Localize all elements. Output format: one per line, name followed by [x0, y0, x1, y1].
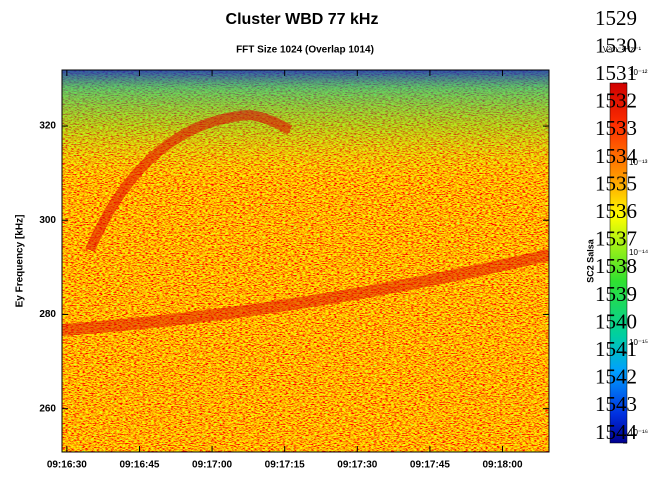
- x-tick-label: 09:17:15: [265, 460, 305, 471]
- y-tick-label: 300: [39, 215, 56, 226]
- overlay-number: 1530: [595, 33, 637, 57]
- x-tick-label: 09:17:45: [410, 460, 450, 471]
- x-tick-label: 09:18:00: [483, 460, 523, 471]
- overlay-number: 1540: [595, 309, 637, 333]
- overlay-number: 1531: [595, 61, 637, 85]
- y-tick-label: 260: [39, 403, 56, 414]
- colorbar-tick-label: 10⁻¹³: [629, 158, 648, 167]
- y-tick-label: 320: [39, 121, 56, 132]
- colorbar-tick-label: 10⁻¹²: [629, 68, 648, 77]
- plot-frame: [61, 69, 550, 453]
- colorbar-unit: V²m⁻²Hz⁻¹: [603, 45, 642, 54]
- y-tick-label: 280: [39, 309, 56, 320]
- overlay-number: 1544: [595, 420, 638, 444]
- overlay-number: 1537: [595, 227, 637, 251]
- overlay-number: 1536: [595, 199, 637, 223]
- overlay-number: 1539: [595, 282, 637, 306]
- overlay-number: 1542: [595, 365, 637, 389]
- colorbar-tick-label: 10⁻¹⁶: [629, 428, 648, 437]
- overlay-number: 1534: [595, 144, 638, 168]
- colorbar-tick-label: 10⁻¹⁴: [629, 248, 649, 257]
- overlay-number: 1533: [595, 116, 637, 140]
- x-tick-label: 09:17:30: [337, 460, 377, 471]
- overlay-number: 1529: [595, 6, 637, 30]
- overlay-number: 1538: [595, 254, 637, 278]
- x-tick-label: 09:16:30: [47, 460, 87, 471]
- x-tick-label: 09:17:00: [192, 460, 232, 471]
- x-tick-label: 09:16:45: [119, 460, 159, 471]
- overlay-number: 1541: [595, 337, 637, 361]
- colorbar-tick-label: 10⁻¹⁵: [629, 338, 648, 347]
- colorbar-label: SC2 Salsa: [585, 238, 595, 283]
- overlay-number: 1543: [595, 392, 637, 416]
- overlay-number: 1532: [595, 89, 637, 113]
- y-axis-label: Ey Frequency [kHz]: [15, 215, 26, 308]
- chart-subtitle: FFT Size 1024 (Overlap 1014): [236, 45, 374, 56]
- overlay-number: 1535: [595, 171, 637, 195]
- chart-title: Cluster WBD 77 kHz: [226, 11, 379, 28]
- spectrogram-image: [62, 70, 549, 452]
